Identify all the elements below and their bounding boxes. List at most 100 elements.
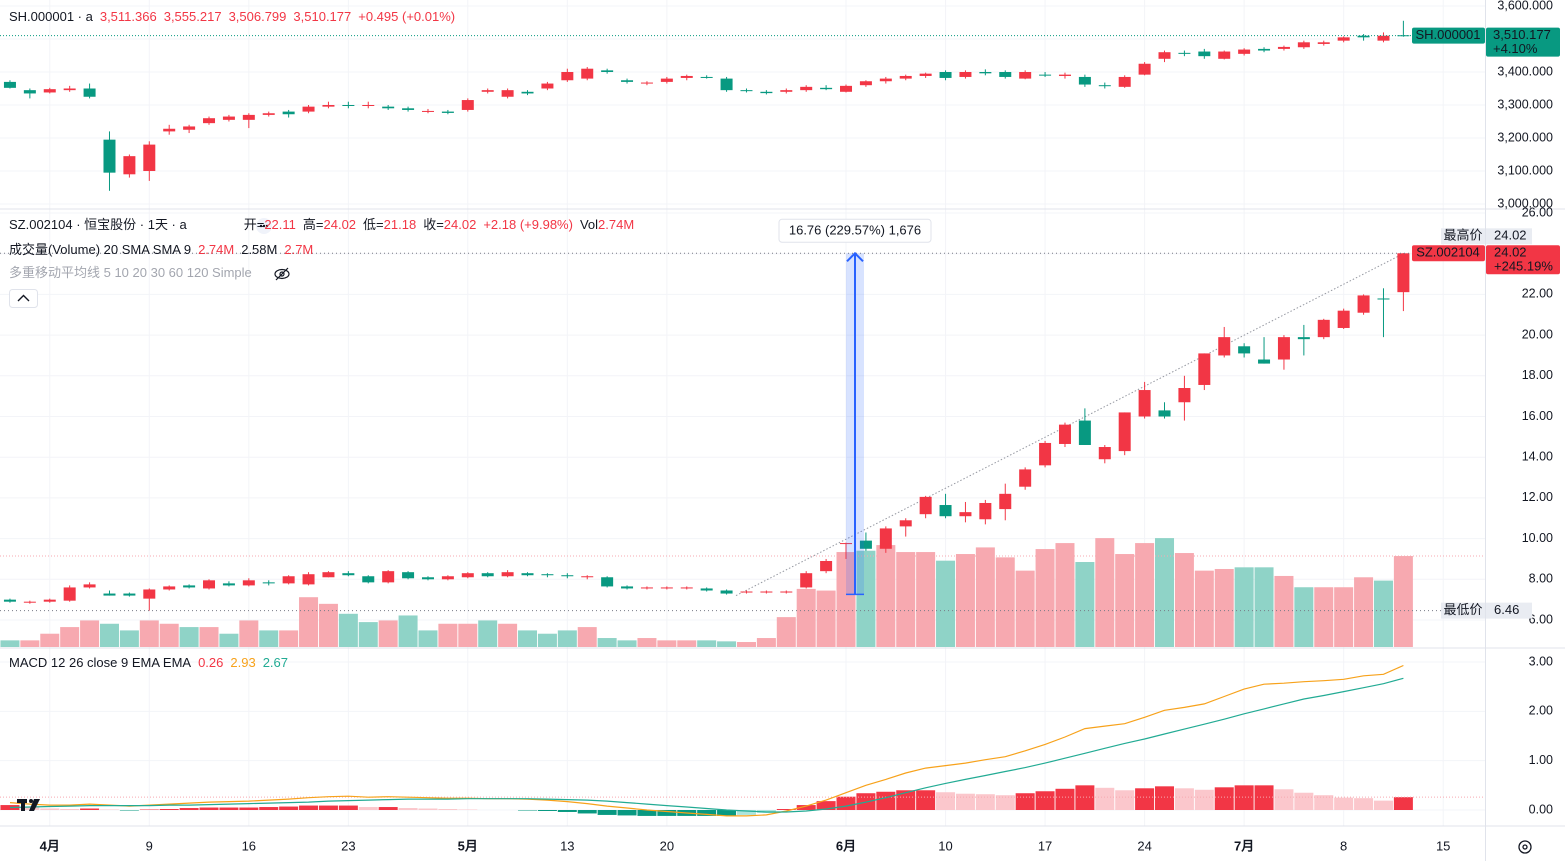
y-tick-label: 3,600.000: [1497, 0, 1553, 12]
histogram-bar: [1035, 791, 1055, 810]
candle-body: [1357, 295, 1370, 313]
candle-body: [680, 75, 693, 78]
menu-dot: [259, 224, 263, 228]
x-tick-label: 6月: [836, 838, 856, 853]
legend-label: 低=: [363, 217, 384, 232]
y-tick-label: 22.00: [1522, 287, 1553, 301]
volume-bar: [458, 623, 478, 647]
volume-bar: [239, 620, 259, 647]
candle-body: [840, 85, 853, 92]
histogram-bar: [1294, 792, 1314, 810]
volume-bar: [936, 560, 956, 647]
candle-body: [183, 585, 196, 588]
histogram-bar: [1254, 785, 1274, 810]
legend-item: MACD 12 26 close 9 EMA EMA: [9, 655, 191, 670]
volume-bar: [1115, 554, 1135, 647]
candle-body: [1118, 76, 1131, 87]
volume-bar: [896, 552, 916, 647]
volume-bar: [338, 613, 358, 647]
legend-item: 高=24.02: [303, 217, 356, 232]
price-tag-change: +245.19%: [1494, 259, 1553, 274]
candle-body: [1337, 310, 1350, 328]
volume-bar: [1035, 549, 1055, 647]
legend-item: 2.93: [230, 655, 255, 670]
candle-body: [1019, 469, 1032, 487]
level-tag-name: 最低价: [1443, 602, 1482, 617]
volume-bar: [717, 641, 737, 647]
candle-body: [123, 593, 136, 596]
histogram-bar: [1334, 797, 1354, 810]
x-tick-label: 23: [341, 838, 355, 853]
candle-body: [800, 86, 813, 91]
legend-item: 3,506.799: [229, 9, 287, 24]
volume-bar: [1095, 538, 1115, 647]
candle-body: [421, 110, 434, 112]
histogram-bar: [179, 808, 199, 810]
histogram-bar: [398, 808, 418, 810]
volume-bar: [119, 630, 139, 647]
volume-bar: [955, 554, 975, 647]
y-tick-label: 26.00: [1522, 205, 1553, 219]
legend-item: 3,555.217: [164, 9, 222, 24]
legend-value: 2.67: [263, 655, 288, 670]
volume-bar: [1155, 538, 1175, 647]
candle-body: [601, 70, 614, 72]
volume-bar: [0, 640, 20, 647]
candle-body: [1118, 412, 1131, 452]
candle-body: [382, 106, 395, 109]
tradingview-logo[interactable]: [17, 799, 40, 811]
candle-body: [1198, 51, 1211, 57]
settings-icon[interactable]: [1518, 840, 1532, 854]
candle-body: [103, 139, 116, 173]
candle-body: [163, 128, 176, 132]
candle-body: [840, 543, 853, 545]
volume-bar: [577, 627, 597, 647]
candle-body: [43, 89, 56, 93]
candle-body: [63, 88, 76, 91]
histogram-bar: [955, 793, 975, 810]
candle-body: [959, 512, 972, 517]
x-tick-label: 13: [560, 838, 574, 853]
volume-bar: [776, 617, 796, 647]
histogram-bar: [1135, 788, 1155, 810]
candle-body: [3, 599, 16, 602]
candle-body: [143, 144, 156, 171]
volume-bar: [1294, 587, 1314, 647]
histogram-bar: [239, 807, 259, 810]
candle-body: [581, 576, 594, 578]
histogram-bar: [0, 805, 20, 810]
x-tick-label: 15: [1436, 838, 1450, 853]
volume-bar: [518, 630, 538, 647]
y-tick-label: 8.00: [1529, 572, 1553, 586]
histogram-bar: [657, 810, 677, 816]
candle-body: [23, 90, 36, 94]
candle-body: [1317, 319, 1330, 338]
histogram-bar: [637, 810, 657, 816]
collapse-button[interactable]: [9, 289, 38, 308]
histogram-bar: [1373, 800, 1393, 810]
eye-hidden-icon[interactable]: [274, 267, 290, 281]
histogram-bar: [1194, 789, 1214, 810]
x-tick-label: 10: [938, 838, 952, 853]
candle-body: [919, 496, 932, 515]
candle-body: [143, 589, 156, 599]
legend-value: 3,506.799: [229, 9, 287, 24]
volume-bar: [975, 547, 995, 647]
histogram-bar: [876, 791, 896, 810]
labels: 4月 9 16 23 5月 13 20 6月 10 17 24 7月 8 15 3,000.000 3,100…: [9, 0, 1560, 853]
candle-body: [1039, 74, 1052, 76]
histogram-bar: [717, 810, 737, 816]
candle-body: [561, 575, 574, 577]
candle-body: [1277, 46, 1290, 49]
volume-bar: [378, 620, 398, 647]
histogram-bar: [1055, 788, 1075, 810]
candle-body: [461, 573, 474, 578]
histogram-bar: [836, 796, 856, 810]
volume-bar: [1393, 556, 1413, 647]
candle-body: [83, 88, 96, 97]
x-tick-label: 17: [1038, 838, 1052, 853]
histogram-bar: [1393, 797, 1413, 810]
price-tag: [1486, 27, 1560, 57]
legend-value: 2.7M: [284, 242, 313, 257]
candle-body: [561, 72, 574, 81]
